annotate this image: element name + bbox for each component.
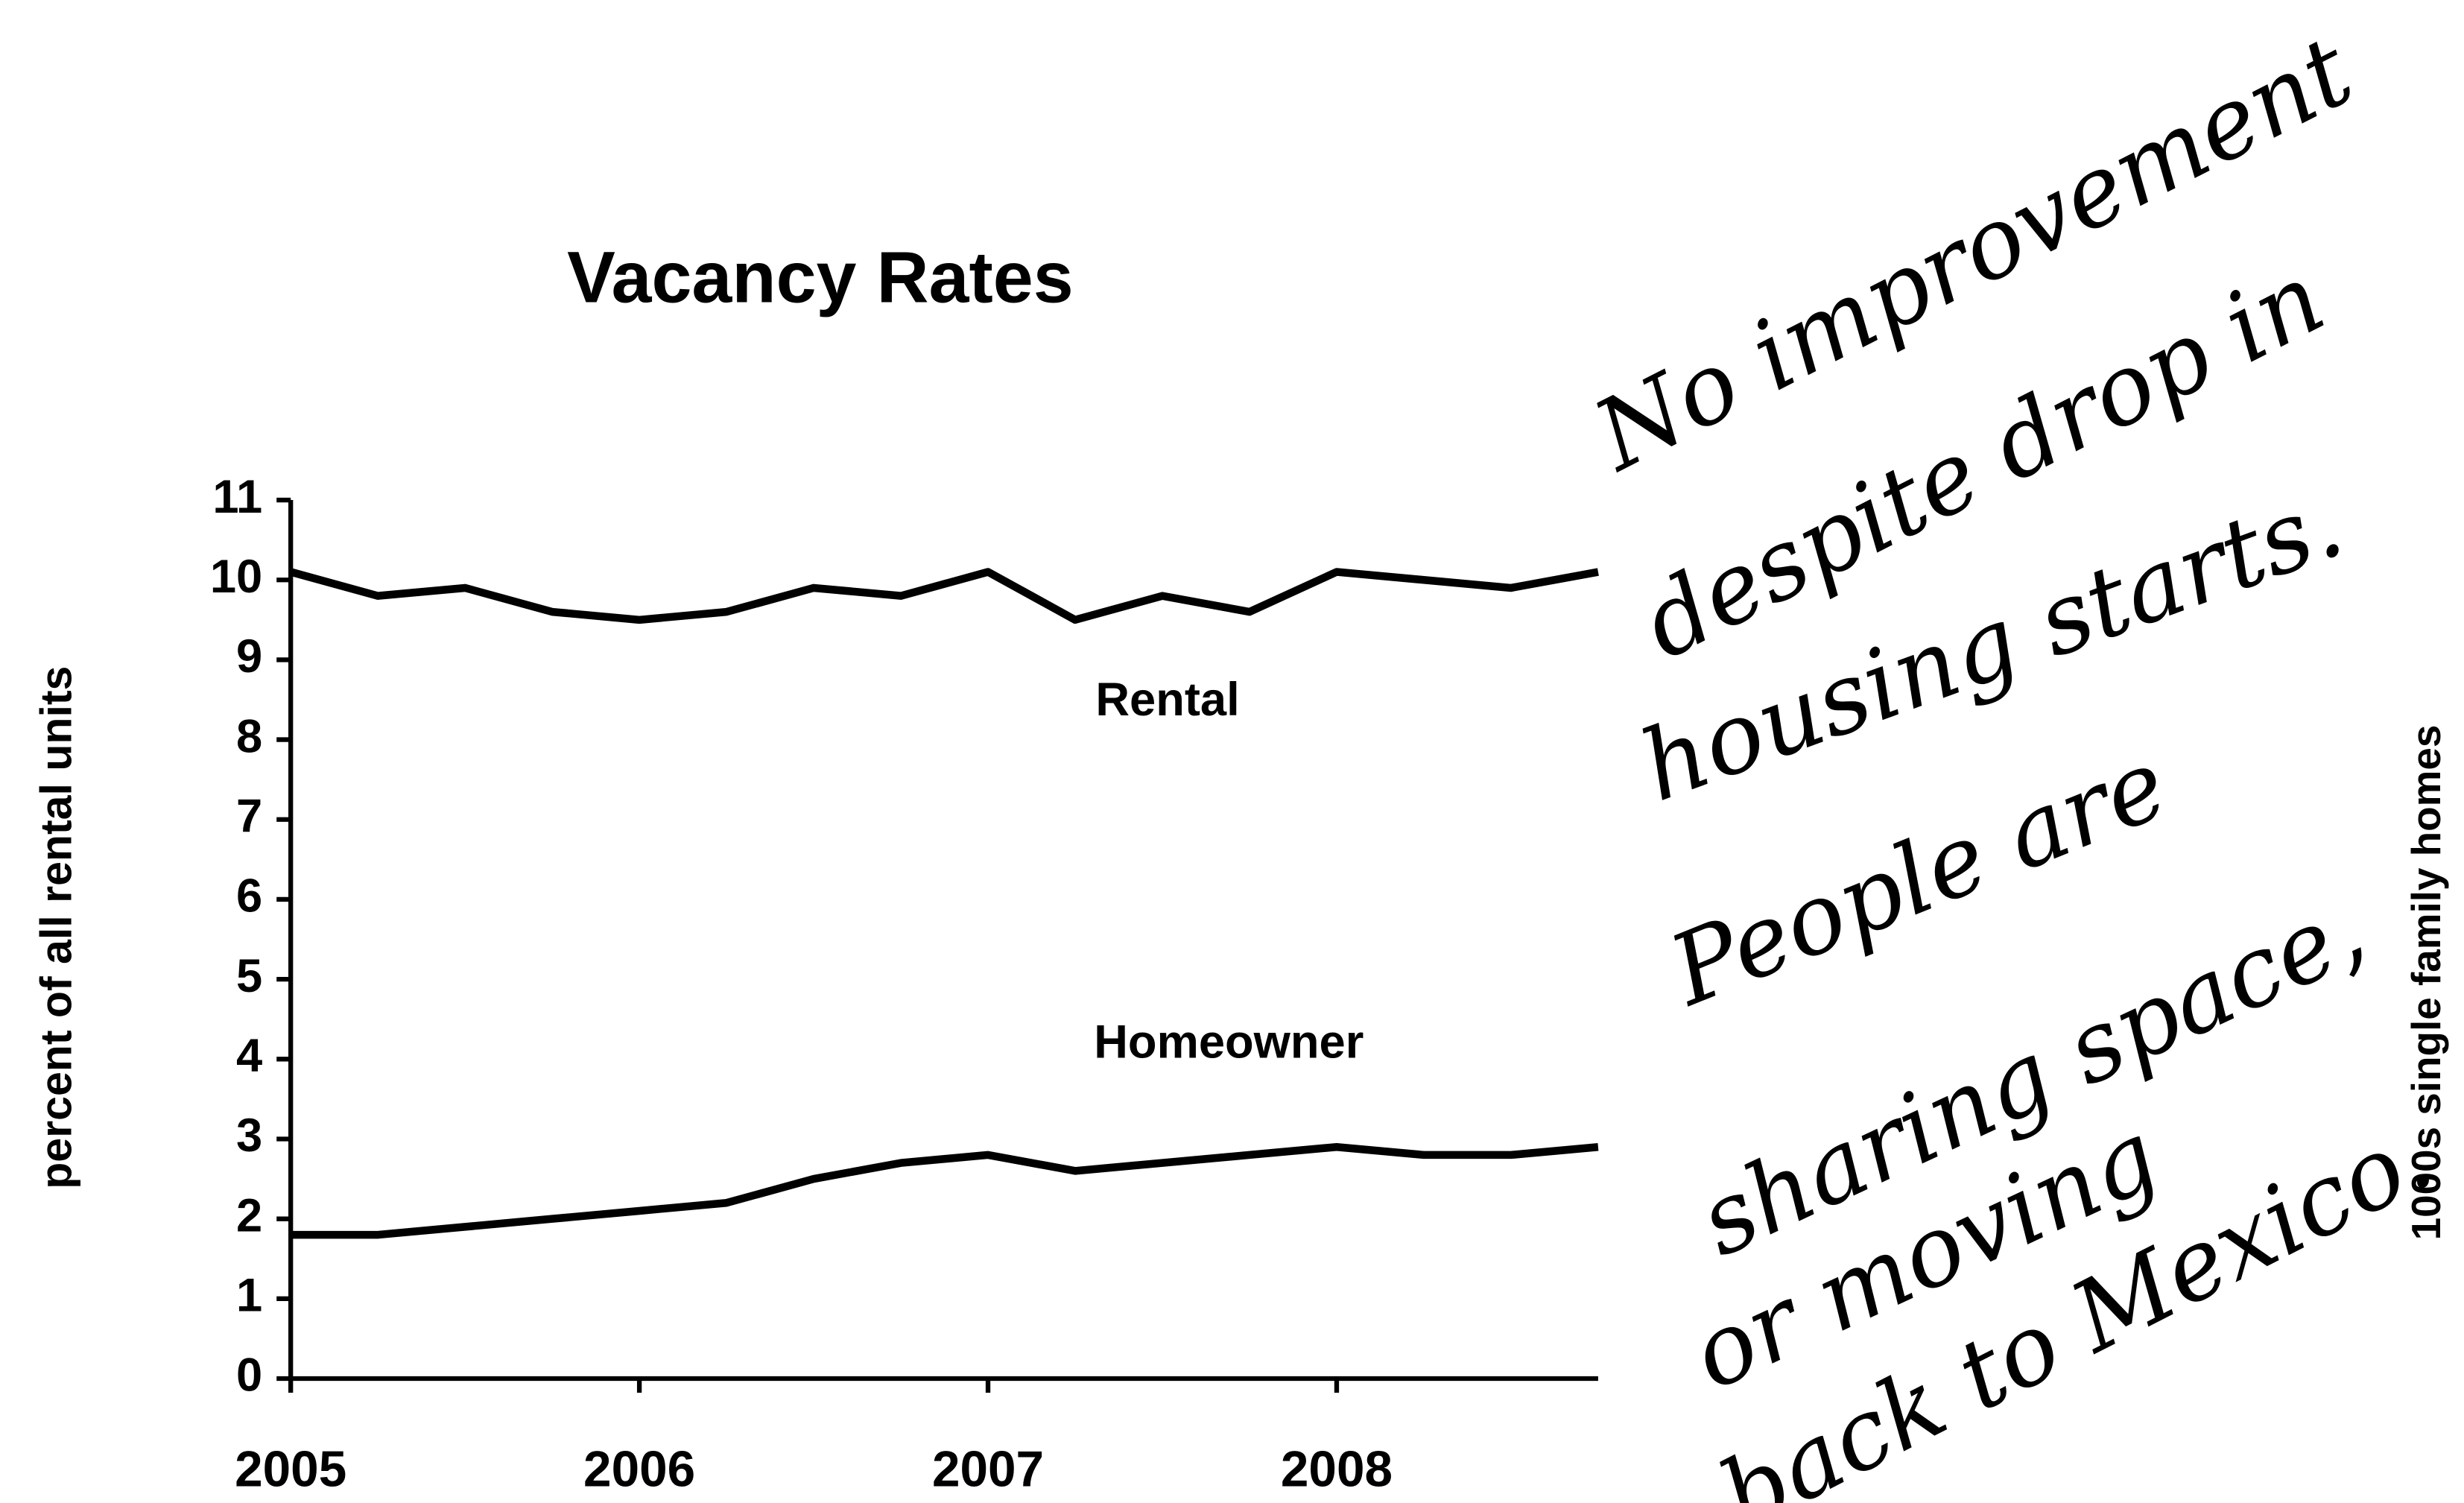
- y-tick-label: 10: [210, 551, 262, 603]
- series-label: Homeowner: [1094, 1016, 1364, 1069]
- y2-axis-label: 1000s single family homes: [2403, 725, 2449, 1241]
- y-tick-label: 3: [236, 1110, 262, 1162]
- y-tick-label: 5: [236, 950, 262, 1002]
- y-tick-label: 6: [236, 870, 262, 923]
- y-tick-label: 11: [212, 471, 262, 523]
- series-line: [289, 568, 1599, 624]
- x-tick-label: 2006: [583, 1441, 695, 1497]
- y-tick-label: 0: [236, 1349, 262, 1402]
- x-tick-label: 2007: [932, 1441, 1044, 1497]
- y-tick-label: 8: [236, 710, 262, 762]
- y-tick-label: 7: [236, 790, 262, 842]
- series-line: [291, 1142, 1599, 1239]
- y-tick-label: 9: [236, 630, 262, 683]
- x-tick-label: 2005: [235, 1441, 346, 1497]
- y-tick-label: 4: [236, 1030, 262, 1082]
- chart-title: Vacancy Rates: [567, 237, 1073, 318]
- x-tick-label: 2008: [1281, 1441, 1393, 1497]
- handwritten-note: No improvement despite drop in housing s…: [1576, 14, 2450, 1503]
- y-tick-label: 1: [236, 1270, 262, 1322]
- y-axis-label: percent of all rental units: [32, 666, 81, 1189]
- series-label: Rental: [1095, 674, 1239, 726]
- y-tick-label: 2: [236, 1189, 262, 1241]
